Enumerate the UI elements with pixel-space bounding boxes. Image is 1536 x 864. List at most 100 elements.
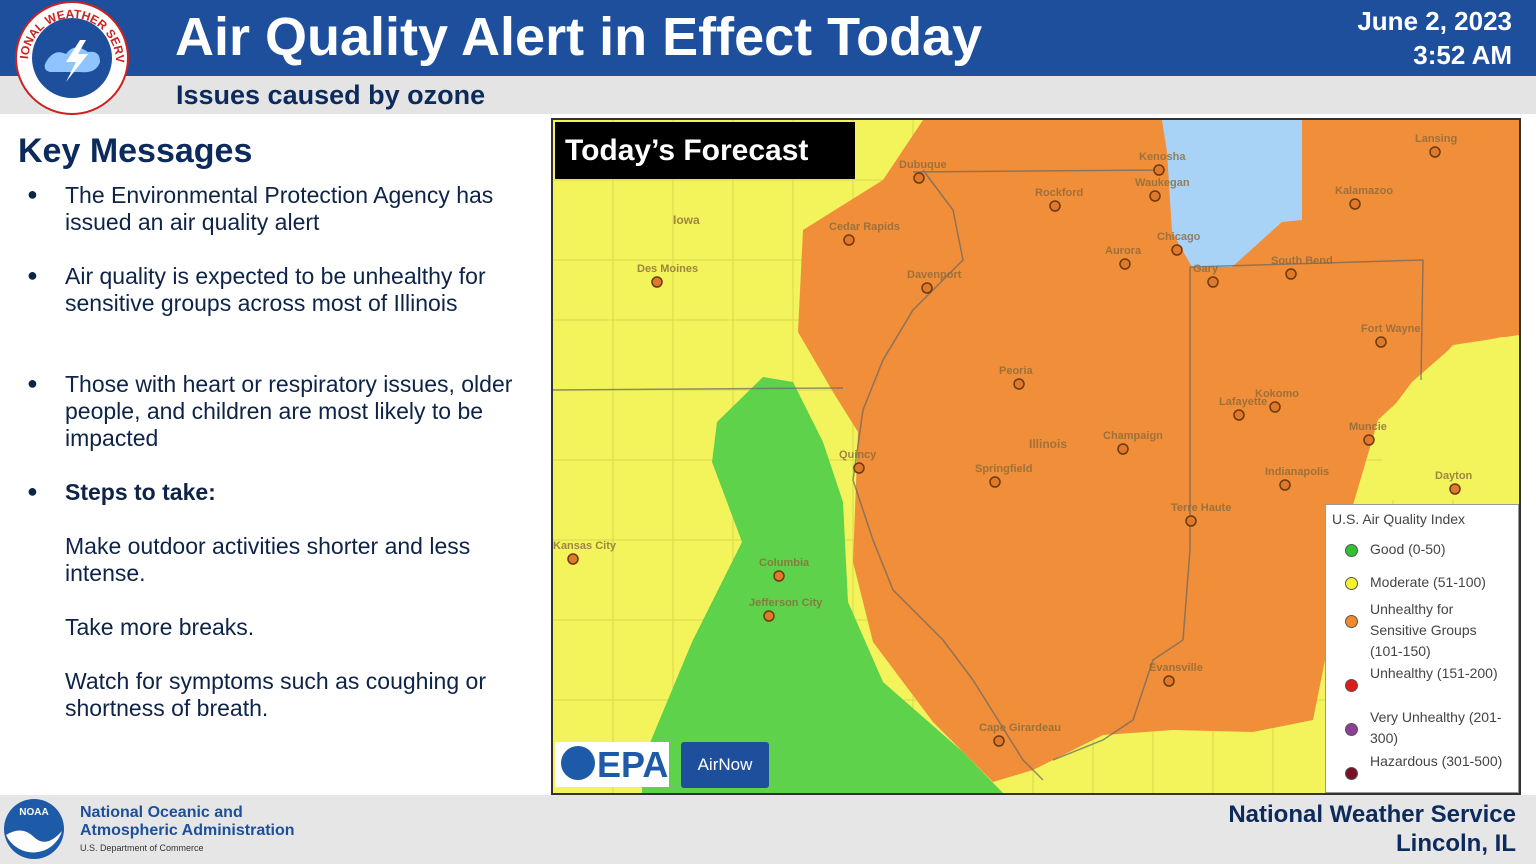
noaa-logo-text: NOAA bbox=[19, 807, 48, 818]
header-bar bbox=[0, 0, 1536, 76]
city-label: Rockford bbox=[1035, 187, 1083, 199]
city-label: Chicago bbox=[1157, 231, 1201, 243]
moderate-area bbox=[1382, 337, 1519, 500]
state-borders bbox=[553, 169, 1424, 781]
legend-label: Unhealthy for Sensitive Groups (101-150) bbox=[1370, 601, 1477, 659]
lake-michigan bbox=[1162, 120, 1302, 267]
region-label: Iowa bbox=[673, 213, 700, 227]
city-label: Lansing bbox=[1415, 133, 1457, 145]
nws-logo: NATIONAL WEATHER SERVICE bbox=[10, 0, 129, 115]
city-dot bbox=[1013, 378, 1025, 390]
legend-title: U.S. Air Quality Index bbox=[1332, 511, 1466, 527]
city-dot bbox=[993, 735, 1005, 747]
city-dot bbox=[651, 276, 663, 288]
city-dot bbox=[1375, 336, 1387, 348]
key-messages-heading: Key Messages bbox=[18, 132, 253, 170]
city-dot bbox=[1153, 164, 1165, 176]
region-label: Illinois bbox=[1029, 437, 1067, 451]
good-area bbox=[642, 377, 1003, 793]
title: Air Quality Alert in Effect Today bbox=[175, 7, 983, 67]
city-label: Lafayette bbox=[1219, 396, 1267, 408]
footer-bar bbox=[0, 795, 1536, 864]
bullet-text: The Environmental Protection Agency has … bbox=[65, 182, 494, 235]
legend-label: Hazardous (301-500) bbox=[1370, 753, 1503, 769]
city-label: Kalamazoo bbox=[1335, 185, 1393, 197]
map-drawing: Des Moines Iowa Cedar Rapids Dubuque Davenpo… bbox=[553, 120, 1519, 793]
step: Watch for symptoms such as coughing or s… bbox=[65, 668, 486, 721]
city-label: Waukegan bbox=[1135, 177, 1190, 189]
city-label: Des Moines bbox=[637, 263, 698, 275]
legend-swatch bbox=[1345, 615, 1358, 628]
city-dot bbox=[1363, 434, 1375, 446]
office: National Weather Service Lincoln, IL bbox=[1228, 800, 1516, 858]
city-dot bbox=[1233, 409, 1245, 421]
city-dot bbox=[853, 462, 865, 474]
city-label: Kansas City bbox=[553, 540, 617, 552]
steps-heading: Steps to take: bbox=[65, 479, 216, 505]
city-dot bbox=[1185, 515, 1197, 527]
legend-swatch bbox=[1345, 679, 1358, 692]
city-dot bbox=[1117, 443, 1129, 455]
city-dot bbox=[1049, 200, 1061, 212]
city-label: Dayton bbox=[1435, 470, 1473, 482]
legend-swatch bbox=[1345, 577, 1358, 590]
noaa-logo: NOAA bbox=[4, 799, 64, 859]
bullet-text: Air quality is expected to be unhealthy … bbox=[65, 263, 486, 316]
city-label: Kenosha bbox=[1139, 151, 1186, 163]
subtitle-bar bbox=[0, 76, 1536, 114]
agency-name: National Oceanic and Atmospheric Adminis… bbox=[80, 804, 295, 840]
legend-swatch bbox=[1345, 544, 1358, 557]
city-label: Cape Girardeau bbox=[979, 722, 1061, 734]
forecast-map: Des Moines Iowa Cedar Rapids Dubuque Davenpo… bbox=[551, 118, 1521, 795]
city-dot bbox=[843, 234, 855, 246]
city-label: Fort Wayne bbox=[1361, 323, 1421, 335]
legend-label: Unhealthy (151-200) bbox=[1370, 665, 1498, 681]
city-dot bbox=[1449, 483, 1461, 495]
city-label: Quincy bbox=[839, 449, 877, 461]
city-label: Indianapolis bbox=[1265, 466, 1329, 478]
department: U.S. Department of Commerce bbox=[80, 843, 204, 853]
city-label: Muncie bbox=[1349, 421, 1387, 433]
city-dot bbox=[1429, 146, 1441, 158]
epa-text: EPA bbox=[597, 744, 669, 785]
city-dot bbox=[1119, 258, 1131, 270]
city-label: Columbia bbox=[759, 557, 810, 569]
legend-label: Moderate (51-100) bbox=[1370, 574, 1486, 590]
subtitle: Issues caused by ozone bbox=[176, 80, 486, 110]
city-label: Springfield bbox=[975, 463, 1032, 475]
legend-swatch bbox=[1345, 723, 1358, 736]
city-dot bbox=[1349, 198, 1361, 210]
epa-emblem bbox=[561, 746, 595, 780]
agency-line: Atmospheric Administration bbox=[80, 822, 295, 839]
bullet: ● bbox=[27, 373, 38, 393]
city-label: Peoria bbox=[999, 365, 1034, 377]
city-label: Dubuque bbox=[899, 159, 947, 171]
office-line: National Weather Service bbox=[1228, 801, 1516, 828]
city-label: Aurora bbox=[1105, 245, 1142, 257]
office-line: Lincoln, IL bbox=[1396, 830, 1516, 857]
city-dot bbox=[1269, 401, 1281, 413]
city-label: South Bend bbox=[1271, 255, 1333, 267]
step: Make outdoor activities shorter and less… bbox=[65, 533, 471, 586]
legend-label: Very Unhealthy (201-300) bbox=[1370, 709, 1502, 746]
city-dot bbox=[567, 553, 579, 565]
city-label: Gary bbox=[1193, 263, 1219, 275]
city-dot bbox=[1207, 276, 1219, 288]
map-label: Today’s Forecast bbox=[555, 122, 855, 179]
city-dot bbox=[1163, 675, 1175, 687]
usg-area bbox=[798, 120, 1519, 782]
city-label: Terre Haute bbox=[1171, 502, 1231, 514]
city-dot bbox=[1171, 244, 1183, 256]
city-label: Davenport bbox=[907, 269, 962, 281]
city-label: Cedar Rapids bbox=[829, 221, 900, 233]
step: Take more breaks. bbox=[65, 614, 255, 640]
city-dot bbox=[763, 610, 775, 622]
city-label: Jefferson City bbox=[749, 597, 823, 609]
bullet-text: Those with heart or respiratory issues, … bbox=[65, 371, 513, 451]
epa-logo: EPA bbox=[555, 742, 669, 787]
city-dot bbox=[1279, 479, 1291, 491]
date: June 2, 2023 bbox=[1357, 6, 1512, 36]
city-dot bbox=[1149, 190, 1161, 202]
bullet: ● bbox=[27, 481, 38, 501]
